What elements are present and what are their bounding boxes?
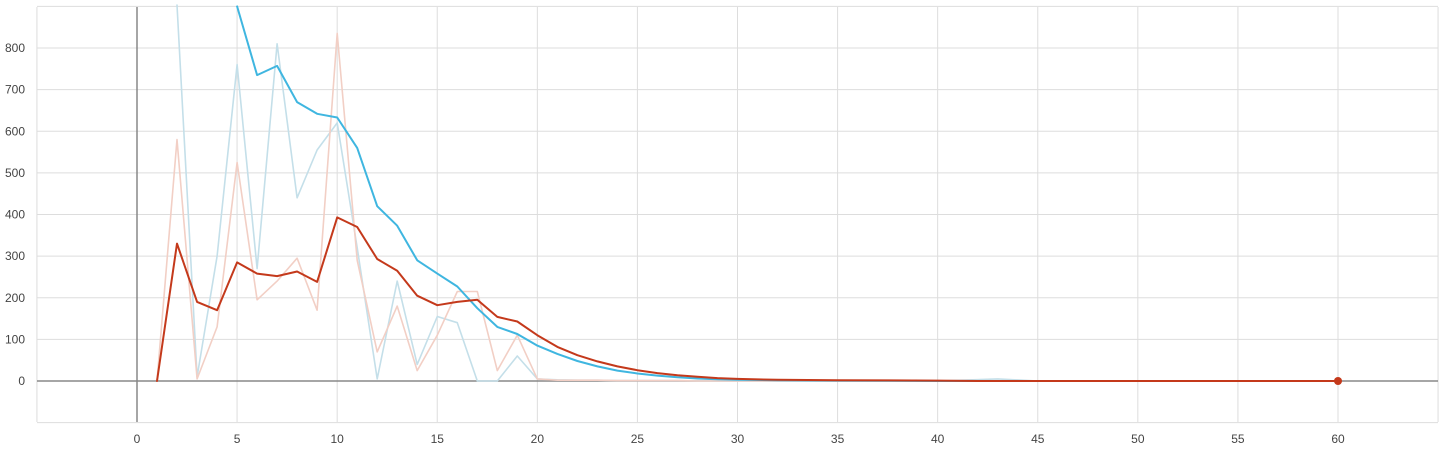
y-tick-label: 800	[5, 41, 25, 55]
y-tick-label: 0	[18, 374, 25, 388]
x-tick-label: 20	[531, 432, 545, 446]
y-tick-label: 100	[5, 332, 25, 346]
series-end-marker[interactable]	[1334, 377, 1342, 385]
y-tick-label: 200	[5, 291, 25, 305]
x-tick-label: 40	[931, 432, 945, 446]
series-line-4-smoothed	[156, 216, 1339, 382]
x-tick-label: 50	[1131, 432, 1145, 446]
x-tick-label: 60	[1331, 432, 1345, 446]
x-tick-label: 15	[431, 432, 445, 446]
x-tick-label: 5	[234, 432, 241, 446]
series-lines	[156, 4, 1342, 385]
x-tick-label: 25	[631, 432, 645, 446]
x-tick-label: 35	[831, 432, 845, 446]
series-line-2-raw	[156, 32, 1339, 382]
y-tick-label: 700	[5, 83, 25, 97]
grid-lines	[36, 5, 1439, 424]
y-tick-label: 300	[5, 249, 25, 263]
tick-labels: 0 5 10 15 20 25 30 35 40 45 50 55 600100200300400500…	[5, 41, 1345, 446]
y-tick-label: 600	[5, 124, 25, 138]
x-tick-label: 45	[1031, 432, 1045, 446]
x-tick-label: 55	[1231, 432, 1245, 446]
x-tick-label: 0	[134, 432, 141, 446]
y-tick-label: 500	[5, 166, 25, 180]
x-tick-label: 10	[330, 432, 344, 446]
x-tick-label: 30	[731, 432, 745, 446]
y-tick-label: 400	[5, 208, 25, 222]
